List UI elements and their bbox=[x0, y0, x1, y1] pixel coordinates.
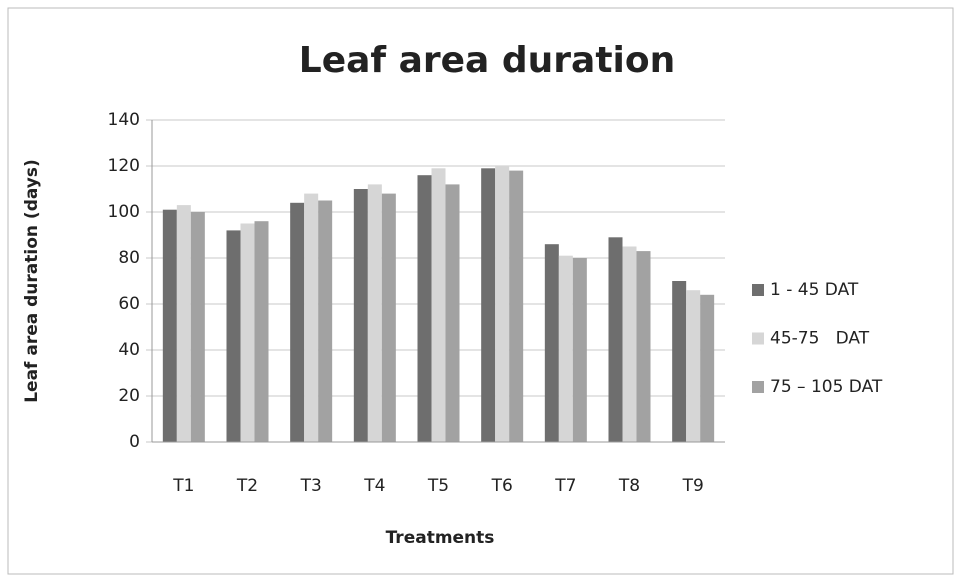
bar bbox=[381, 193, 396, 442]
legend-swatch bbox=[752, 284, 764, 296]
y-tick-label: 100 bbox=[108, 202, 140, 222]
legend-label: 1 - 45 DAT bbox=[770, 280, 859, 300]
bar bbox=[190, 212, 205, 442]
x-tick-label: T6 bbox=[491, 476, 513, 496]
bar bbox=[636, 251, 651, 442]
bar bbox=[254, 221, 269, 442]
y-tick-label: 60 bbox=[118, 294, 140, 314]
bar bbox=[558, 255, 573, 442]
bar bbox=[367, 184, 382, 442]
bar bbox=[544, 244, 559, 442]
x-tick-label: T7 bbox=[554, 476, 576, 496]
bar bbox=[509, 170, 524, 442]
bar bbox=[572, 258, 587, 442]
bar bbox=[290, 202, 305, 442]
chart-title: Leaf area duration bbox=[299, 40, 676, 81]
legend-label: 75 – 105 DAT bbox=[770, 377, 883, 397]
x-tick-label: T1 bbox=[172, 476, 194, 496]
bar bbox=[672, 281, 687, 442]
bar bbox=[431, 168, 446, 443]
y-tick-label: 140 bbox=[108, 110, 140, 130]
bar bbox=[304, 193, 319, 442]
bar bbox=[176, 205, 191, 442]
y-tick-label: 20 bbox=[118, 386, 140, 406]
y-axis-label: Leaf area duration (days) bbox=[22, 159, 42, 403]
legend-label: 45-75 DAT bbox=[770, 329, 870, 349]
y-tick-label: 80 bbox=[118, 248, 140, 268]
y-tick-label: 40 bbox=[118, 340, 140, 360]
bar bbox=[700, 294, 715, 442]
bar bbox=[240, 223, 255, 442]
bar bbox=[353, 189, 368, 442]
bar bbox=[445, 184, 460, 442]
x-tick-label: T8 bbox=[618, 476, 640, 496]
bar bbox=[608, 237, 623, 442]
x-axis-label: Treatments bbox=[386, 528, 495, 548]
x-tick-label: T4 bbox=[363, 476, 385, 496]
legend-swatch bbox=[752, 381, 764, 393]
bar bbox=[226, 230, 241, 442]
bar bbox=[481, 168, 496, 443]
legend-swatch bbox=[752, 332, 764, 345]
bar bbox=[162, 209, 177, 442]
x-tick-label: T3 bbox=[300, 476, 322, 496]
x-tick-label: T9 bbox=[682, 476, 704, 496]
bar bbox=[622, 246, 637, 442]
x-tick-label: T2 bbox=[236, 476, 258, 496]
bar bbox=[417, 175, 432, 442]
x-tick-label: T5 bbox=[427, 476, 449, 496]
bar bbox=[686, 290, 701, 442]
bar bbox=[495, 166, 510, 442]
y-tick-label: 120 bbox=[108, 156, 140, 176]
y-tick-label: 0 bbox=[129, 432, 140, 452]
bar bbox=[318, 200, 333, 442]
